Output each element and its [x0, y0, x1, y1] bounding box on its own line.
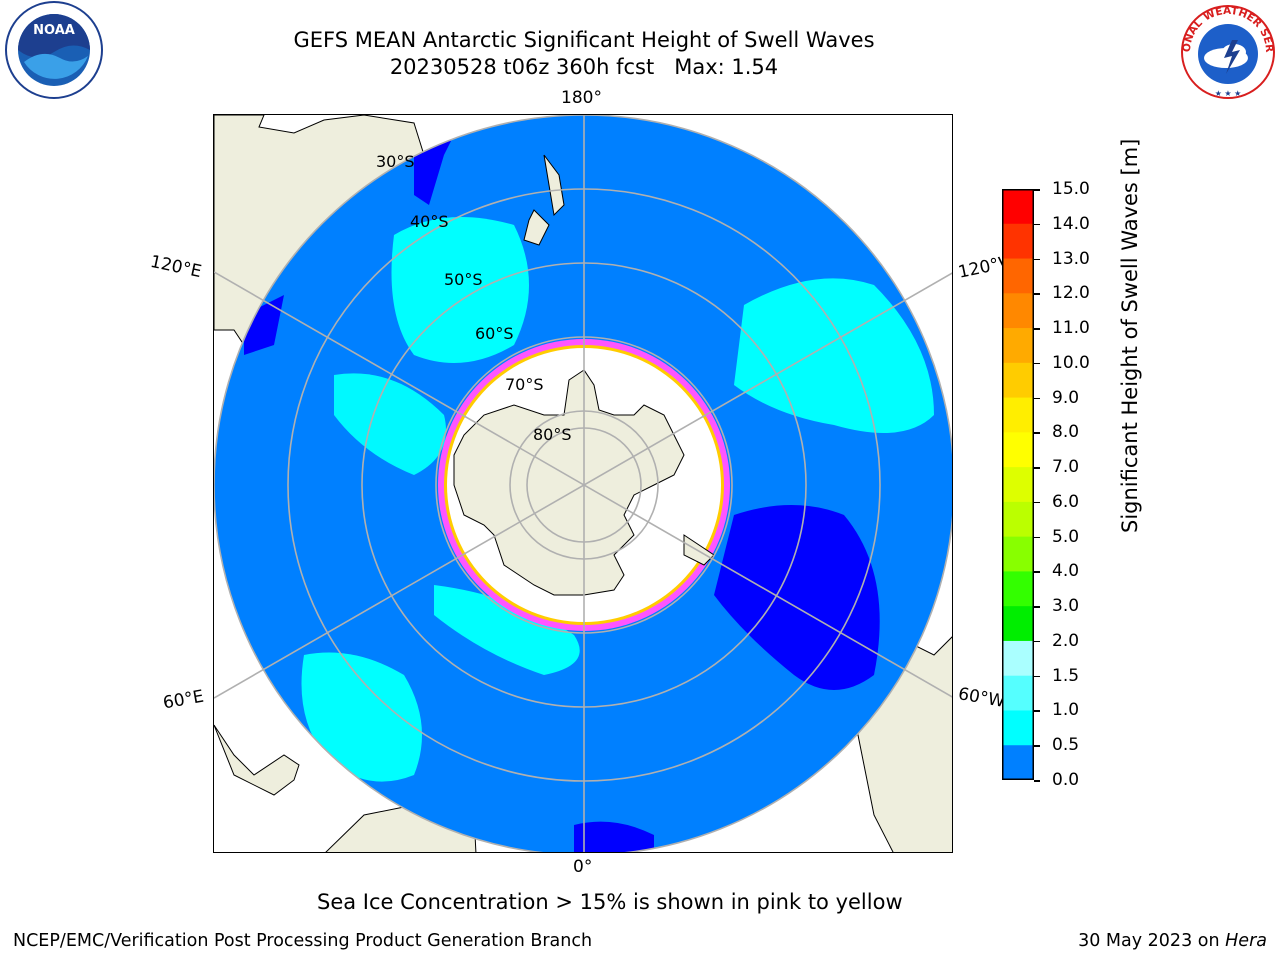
- lon-label-120e: 120°E: [148, 251, 204, 283]
- colorbar-tick-mark: [1034, 780, 1040, 782]
- colorbar-tick-label: 15.0: [1052, 179, 1090, 199]
- colorbar-border: [1002, 189, 1034, 780]
- colorbar-swatch: [1002, 710, 1034, 746]
- colorbar-tick-label: 10.0: [1052, 352, 1090, 373]
- lat-label-50s: 50°S: [444, 270, 483, 289]
- footer-date: 30 May 2023 on: [1078, 931, 1226, 951]
- lat-label-70s: 70°S: [505, 375, 544, 394]
- lat-label-80s: 80°S: [533, 425, 572, 444]
- footer-date-line: 30 May 2023 on Hera: [1078, 931, 1267, 951]
- colorbar-tick-mark: [1034, 362, 1040, 365]
- colorbar-swatch: [1002, 606, 1034, 642]
- footer-credit: NCEP/EMC/Verification Post Processing Pr…: [13, 931, 593, 951]
- chart-title: GEFS MEAN Antarctic Significant Height o…: [293, 28, 875, 52]
- footer-machine: Hera: [1225, 931, 1267, 951]
- lat-label-30s: 30°S: [376, 152, 415, 171]
- lat-label-40s: 40°S: [410, 212, 449, 231]
- colorbar-tick-label: 13.0: [1052, 248, 1090, 269]
- colorbar-tick-label: 12.0: [1052, 283, 1090, 304]
- sea-ice-note: Sea Ice Concentration > 15% is shown in …: [317, 890, 903, 914]
- colorbar-tick-label: 1.5: [1052, 665, 1080, 686]
- colorbar-tick-mark: [1034, 606, 1040, 608]
- colorbar-swatch: [1002, 640, 1034, 677]
- colorbar-tick-label: 7.0: [1052, 457, 1080, 478]
- noaa-logo-icon: NOAA: [2, 0, 106, 104]
- colorbar-swatches: [1002, 189, 1034, 781]
- colorbar-swatch: [1002, 501, 1034, 538]
- colorbar-tick-label: 1.0: [1052, 700, 1080, 721]
- chart-subtitle: 20230528 t06z 360h fcst Max: 1.54: [389, 55, 779, 79]
- colorbar-tick-label: 14.0: [1052, 213, 1090, 234]
- colorbar-swatch: [1002, 223, 1034, 260]
- colorbar-swatch: [1002, 467, 1034, 503]
- colorbar-swatch: [1002, 675, 1034, 711]
- colorbar-swatch: [1002, 293, 1034, 329]
- national-weather-service-logo-icon: NATIONAL WEATHER SERVICE ★ ★ ★: [1172, 0, 1280, 104]
- lat-label-60s: 60°S: [475, 324, 514, 343]
- colorbar-tick-label: 3.0: [1052, 596, 1080, 617]
- colorbar-tick-mark: [1034, 501, 1040, 504]
- colorbar-tick-mark: [1034, 710, 1040, 712]
- colorbar-tick-label: 6.0: [1052, 491, 1080, 512]
- colorbar-tick-mark: [1034, 536, 1040, 539]
- polar-map[interactable]: [213, 114, 953, 853]
- svg-text:★ ★ ★: ★ ★ ★: [1215, 89, 1242, 98]
- colorbar-tick-label: 9.0: [1052, 387, 1080, 408]
- colorbar-tick-mark: [1034, 397, 1040, 400]
- colorbar-tick-mark: [1034, 432, 1040, 434]
- colorbar-tick-label: 8.0: [1052, 422, 1080, 443]
- colorbar-tick-label: 4.0: [1052, 561, 1080, 582]
- colorbar-swatch: [1002, 189, 1034, 225]
- colorbar: [1002, 189, 1034, 781]
- lon-label-180: 180°: [561, 88, 602, 108]
- colorbar-swatch: [1002, 536, 1034, 572]
- colorbar-tick-mark: [1034, 675, 1040, 678]
- colorbar-tick-mark: [1034, 293, 1040, 295]
- lon-label-60w: 60°W: [956, 684, 1007, 712]
- lon-label-0: 0°: [573, 857, 593, 877]
- colorbar-swatch: [1002, 745, 1034, 781]
- colorbar-tick-mark: [1034, 745, 1040, 747]
- colorbar-title: Significant Height of Swell Waves [m]: [1118, 138, 1142, 533]
- colorbar-swatch: [1002, 258, 1034, 294]
- colorbar-swatch: [1002, 432, 1034, 468]
- colorbar-tick-mark: [1034, 328, 1040, 330]
- colorbar-tick-mark: [1034, 467, 1040, 469]
- colorbar-tick-mark: [1034, 223, 1040, 226]
- colorbar-tick-label: 5.0: [1052, 526, 1080, 547]
- colorbar-tick-mark: [1034, 640, 1040, 643]
- colorbar-tick-mark: [1034, 189, 1040, 191]
- colorbar-swatch: [1002, 328, 1034, 364]
- colorbar-tick-mark: [1034, 258, 1040, 261]
- colorbar-tick-label: 0.5: [1052, 735, 1080, 756]
- colorbar-tick-label: 11.0: [1052, 318, 1090, 339]
- noaa-logo-text: NOAA: [33, 23, 75, 38]
- colorbar-tick-label: 0.0: [1052, 770, 1080, 790]
- colorbar-swatch: [1002, 362, 1034, 399]
- colorbar-swatch: [1002, 571, 1034, 607]
- colorbar-tick-label: 2.0: [1052, 630, 1080, 651]
- colorbar-swatch: [1002, 397, 1034, 433]
- lon-label-60e: 60°E: [161, 686, 206, 714]
- colorbar-tick-mark: [1034, 571, 1040, 573]
